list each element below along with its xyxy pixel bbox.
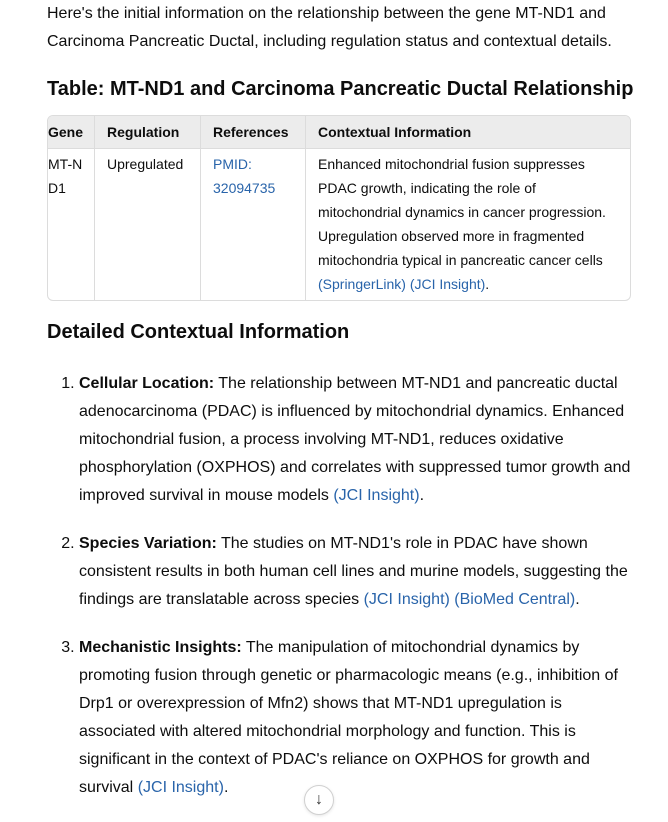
jci-insight-link[interactable]: (JCI Insight)	[409, 276, 486, 292]
cell-reference: PMID: 32094735	[200, 149, 305, 300]
period: .	[485, 276, 490, 292]
arrow-down-icon: ↓	[315, 791, 323, 808]
item-label: Species Variation:	[79, 535, 217, 552]
period: .	[575, 591, 580, 608]
item-text: The manipulation of mitochondrial dynami…	[79, 639, 618, 796]
item-text: The studies on MT-ND1's role in PDAC hav…	[79, 535, 628, 608]
relationship-table: Gene Regulation References Contextual In…	[47, 115, 631, 301]
jci-insight-link[interactable]: (JCI Insight)	[363, 591, 450, 608]
header-gene: Gene	[48, 116, 94, 149]
details-title: Detailed Contextual Information	[47, 321, 350, 343]
header-regulation: Regulation	[94, 116, 200, 149]
jci-insight-link[interactable]: (JCI Insight)	[137, 779, 224, 796]
header-context: Contextual Information	[305, 116, 630, 149]
table-title: Table: MT-ND1 and Carcinoma Pancreatic D…	[47, 78, 634, 100]
period: .	[223, 779, 229, 796]
table-row: MT-ND1 Upregulated PMID: 32094735 Enhanc…	[48, 149, 630, 300]
item-label: Cellular Location:	[79, 375, 215, 392]
pmid-link[interactable]: PMID: 32094735	[213, 156, 276, 196]
biomed-central-link[interactable]: (BioMed Central)	[454, 591, 576, 608]
header-references: References	[200, 116, 305, 149]
cell-context: Enhanced mitochondrial fusion suppresses…	[305, 149, 630, 300]
details-list: Cellular Location: The relationship betw…	[47, 370, 639, 822]
springerlink-link[interactable]: (SpringerLink)	[318, 276, 406, 292]
period: .	[419, 487, 425, 504]
list-item: Mechanistic Insights: The manipulation o…	[79, 634, 639, 802]
scroll-down-button[interactable]: ↓	[304, 785, 334, 815]
intro-text: Here's the initial information on the re…	[47, 5, 612, 50]
cell-regulation: Upregulated	[94, 149, 200, 300]
cell-gene: MT-ND1	[48, 156, 83, 196]
item-text: The relationship between MT-ND1 and panc…	[79, 375, 631, 504]
item-label: Mechanistic Insights:	[79, 639, 242, 656]
list-item: Species Variation: The studies on MT-ND1…	[79, 530, 639, 614]
context-text: Enhanced mitochondrial fusion suppresses…	[318, 156, 606, 268]
jci-insight-link[interactable]: (JCI Insight)	[333, 487, 420, 504]
list-item: Cellular Location: The relationship betw…	[79, 370, 639, 510]
